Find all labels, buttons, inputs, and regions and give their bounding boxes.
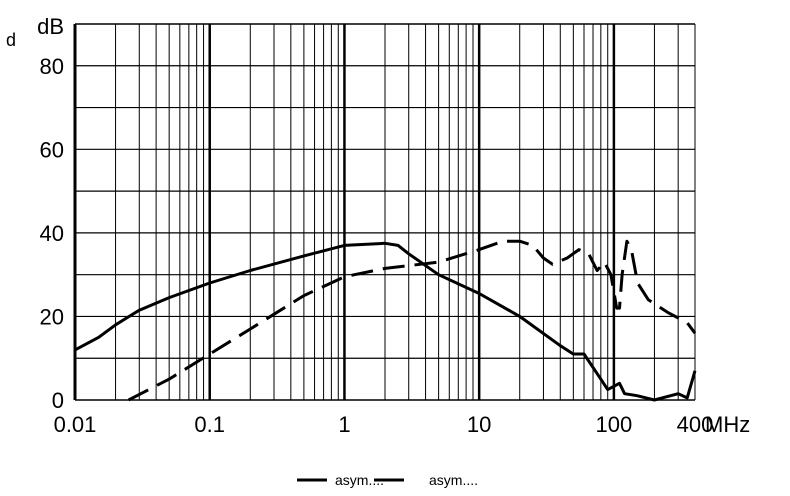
- corner-label: d: [6, 30, 16, 50]
- y-tick-label: 20: [40, 304, 64, 329]
- legend: asym.... asym....: [297, 472, 478, 488]
- y-tick-label: 80: [40, 54, 64, 79]
- y-tick-label: 40: [40, 221, 64, 246]
- x-unit-label: MHz: [705, 412, 750, 437]
- series-line-1: [74, 241, 697, 402]
- x-tick-label: 400: [677, 412, 714, 437]
- x-tick-label: 1: [338, 412, 350, 437]
- x-tick-label: 10: [467, 412, 491, 437]
- x-tick-label: 0.1: [194, 412, 225, 437]
- x-tick-label: 0.01: [54, 412, 97, 437]
- y-tick-label: 0: [52, 388, 64, 413]
- y-axis-label: dB: [37, 14, 64, 39]
- grid: [73, 23, 696, 401]
- legend-label-1: asym....: [335, 472, 384, 488]
- x-tick-label: 100: [596, 412, 633, 437]
- y-tick-label: 60: [40, 137, 64, 162]
- legend-label-2: asym....: [429, 472, 478, 488]
- series-lines: [74, 239, 697, 402]
- series-line-2: [127, 239, 697, 402]
